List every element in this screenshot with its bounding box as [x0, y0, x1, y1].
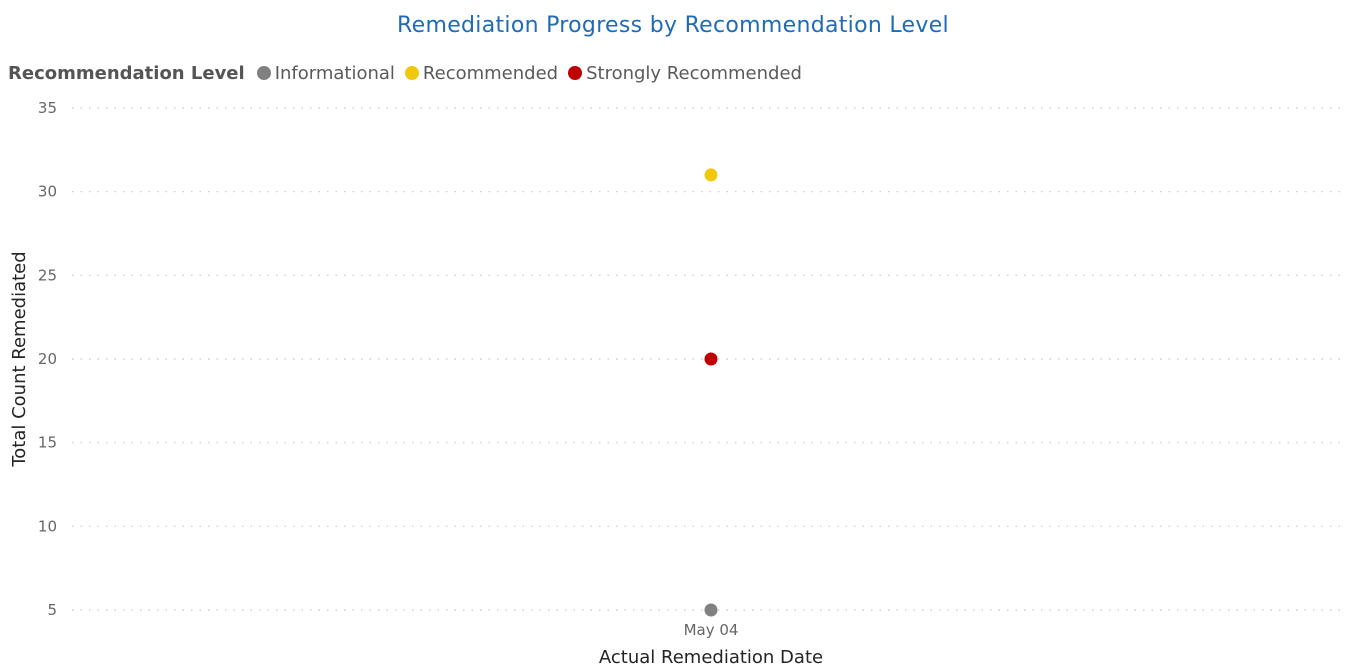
data-point-strongly-recommended[interactable] — [704, 352, 718, 366]
legend-item-informational[interactable]: Informational — [256, 62, 395, 84]
legend-swatch-informational — [256, 66, 271, 80]
legend-label-recommended: Recommended — [422, 62, 559, 84]
data-point-informational[interactable] — [704, 603, 718, 617]
y-tick-label: 20 — [38, 350, 57, 368]
legend: Recommendation Level Informational Recom… — [8, 60, 812, 86]
data-points — [704, 168, 718, 617]
chart-title: Remediation Progress by Recommendation L… — [397, 13, 949, 38]
y-tick-label: 15 — [38, 434, 57, 452]
legend-title: Recommendation Level — [8, 62, 245, 84]
y-axis-ticks: 5 10 15 20 25 30 35 — [38, 99, 57, 619]
x-tick-label: May 04 — [684, 621, 739, 639]
legend-item-recommended[interactable]: Recommended — [404, 62, 559, 84]
y-tick-label: 5 — [47, 601, 57, 619]
legend-swatch-strongly-recommended — [568, 66, 583, 80]
data-point-recommended[interactable] — [704, 168, 718, 182]
x-axis-title: Actual Remediation Date — [599, 647, 823, 668]
y-axis-title: Total Count Remediated — [9, 251, 30, 467]
legend-label-strongly-recommended: Strongly Recommended — [586, 62, 802, 84]
legend-item-strongly-recommended[interactable]: Strongly Recommended — [568, 63, 802, 84]
legend-label-informational: Informational — [274, 62, 395, 84]
legend-swatch-recommended — [404, 66, 419, 80]
y-tick-label: 25 — [38, 266, 57, 284]
y-tick-label: 10 — [38, 517, 57, 535]
y-tick-label: 35 — [38, 99, 57, 117]
x-axis-ticks: May 04 — [684, 621, 739, 639]
y-tick-label: 30 — [38, 183, 57, 201]
